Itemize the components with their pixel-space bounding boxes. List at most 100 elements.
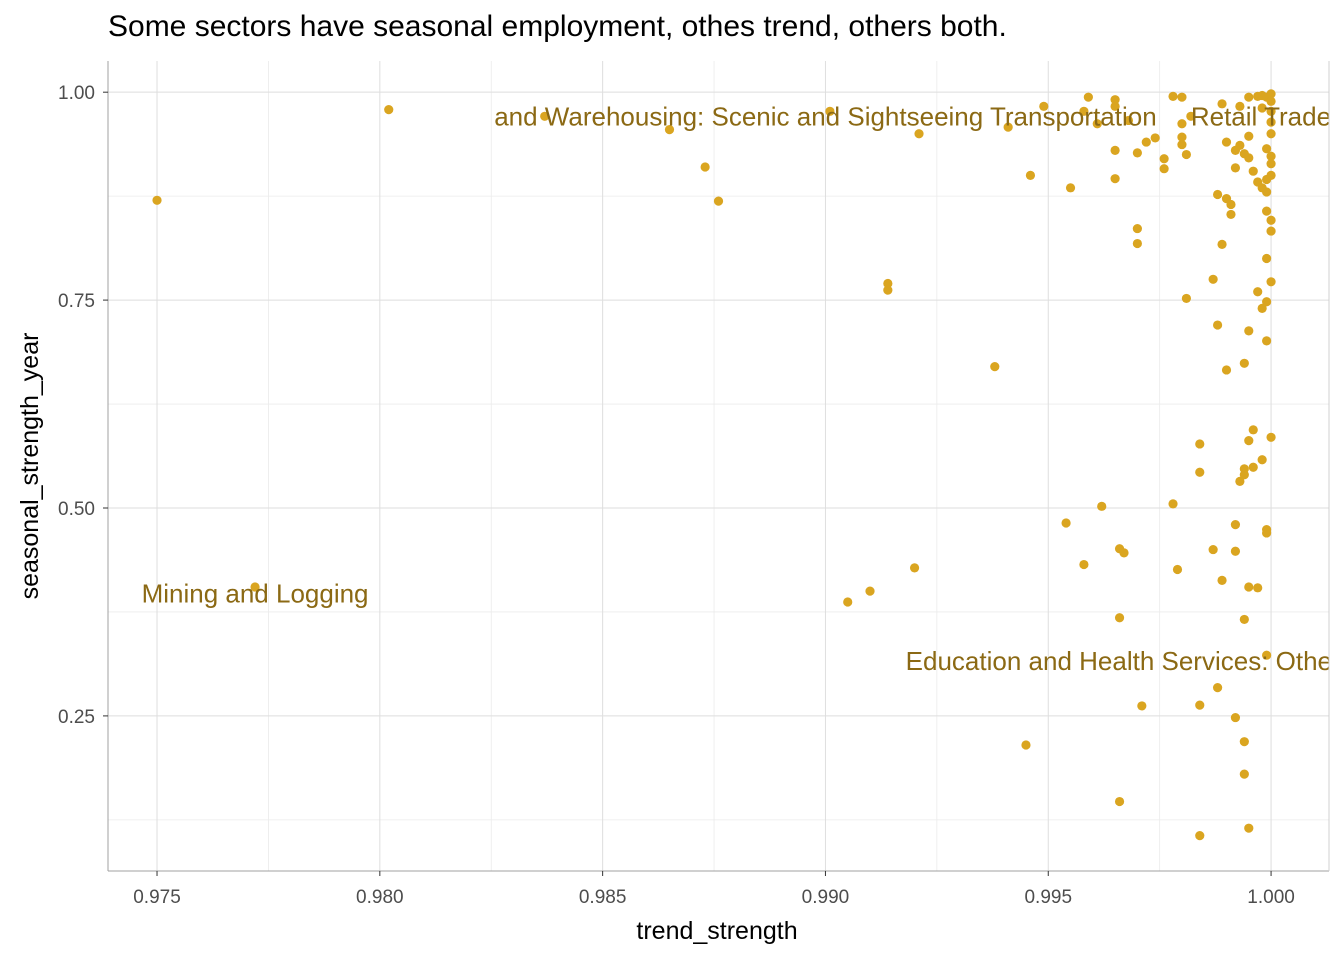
data-point xyxy=(1266,226,1276,236)
data-point xyxy=(1110,174,1120,184)
data-point xyxy=(1262,650,1272,660)
data-point xyxy=(1226,199,1236,210)
data-point xyxy=(1212,320,1223,330)
data-point xyxy=(1262,336,1272,346)
data-point xyxy=(1266,432,1276,442)
data-point xyxy=(909,563,920,573)
data-point xyxy=(1092,119,1102,129)
y-axis-ticks: 0.25 0.50 0.75 1.00 xyxy=(58,83,108,728)
data-point xyxy=(1239,614,1249,625)
data-point xyxy=(1025,170,1036,180)
data-point xyxy=(1186,111,1196,121)
data-point xyxy=(1235,476,1245,486)
y-tick-label: 0.25 xyxy=(58,707,95,728)
data-point xyxy=(1248,166,1258,176)
data-point xyxy=(1217,239,1227,249)
data-point xyxy=(152,195,162,205)
data-point xyxy=(540,111,550,121)
data-point xyxy=(1248,425,1258,435)
x-tick-label: 0.990 xyxy=(802,887,850,908)
data-point xyxy=(1195,831,1205,841)
data-point xyxy=(1217,99,1227,109)
data-point xyxy=(1253,287,1263,297)
data-point xyxy=(664,125,675,135)
data-points xyxy=(152,89,1276,841)
data-point xyxy=(1239,358,1249,368)
x-tick-label: 0.985 xyxy=(579,887,627,908)
minor-gridlines xyxy=(108,61,1329,871)
data-point xyxy=(1195,439,1205,449)
data-point xyxy=(1150,133,1160,143)
data-point xyxy=(1244,823,1254,833)
y-tick-label: 0.75 xyxy=(58,291,95,312)
data-point xyxy=(1168,91,1178,101)
data-point xyxy=(1235,101,1245,111)
x-tick-label: 1.000 xyxy=(1247,887,1295,908)
data-point xyxy=(843,597,853,607)
data-point xyxy=(1262,206,1272,216)
data-point xyxy=(1266,277,1276,287)
data-point xyxy=(1114,613,1125,623)
chart-title: Some sectors have seasonal employment, o… xyxy=(108,10,1007,43)
data-point xyxy=(1168,499,1178,509)
data-point xyxy=(1195,467,1205,477)
data-point xyxy=(1257,103,1267,113)
y-axis-title: seasonal_strength_year xyxy=(16,333,44,600)
data-point xyxy=(1177,132,1187,142)
data-point xyxy=(1266,89,1276,99)
data-point xyxy=(1159,164,1169,174)
data-point xyxy=(1257,303,1267,314)
data-point xyxy=(1239,769,1249,779)
data-point xyxy=(1262,253,1272,264)
data-point xyxy=(1083,92,1093,102)
data-point xyxy=(1266,117,1276,127)
data-point xyxy=(1132,148,1142,158)
data-point xyxy=(1065,183,1076,193)
data-point xyxy=(1244,436,1254,446)
data-point xyxy=(1110,101,1120,111)
axes xyxy=(107,61,1330,872)
data-point xyxy=(1110,95,1120,105)
point-label: Education and Health Services: Other xyxy=(906,646,1341,676)
data-point xyxy=(990,362,1000,372)
data-point xyxy=(1248,462,1258,472)
data-point xyxy=(1235,140,1245,151)
y-tick-label: 1.00 xyxy=(58,83,95,104)
data-point xyxy=(883,285,893,295)
data-point xyxy=(1244,92,1254,102)
data-point xyxy=(1266,96,1276,106)
data-point xyxy=(1221,137,1232,147)
data-point xyxy=(1244,326,1254,336)
point-labels: and Warehousing: Scenic and Sightseeing … xyxy=(142,101,1341,676)
data-point xyxy=(250,582,260,592)
data-point xyxy=(1172,564,1183,575)
data-point xyxy=(1262,528,1272,538)
data-point xyxy=(1266,129,1276,139)
x-tick-label: 0.980 xyxy=(356,887,404,908)
data-point xyxy=(1119,548,1129,558)
data-point xyxy=(1239,470,1249,480)
data-point xyxy=(1266,106,1276,116)
data-point xyxy=(1177,139,1187,150)
data-point xyxy=(1253,583,1263,593)
data-point xyxy=(1159,154,1169,164)
data-point xyxy=(1217,575,1227,585)
data-point xyxy=(1266,170,1276,180)
point-label: Mining and Logging xyxy=(142,579,369,609)
data-point xyxy=(1123,115,1134,126)
point-label: Retail Trade xyxy=(1191,101,1331,131)
data-point xyxy=(914,129,924,139)
x-tick-label: 0.995 xyxy=(1024,887,1072,908)
data-point xyxy=(1244,131,1254,141)
data-point xyxy=(1262,297,1272,307)
data-point xyxy=(865,586,875,596)
data-point xyxy=(1262,187,1272,197)
x-axis-title: trend_strength xyxy=(636,917,797,945)
data-point xyxy=(825,106,835,116)
data-point xyxy=(1212,189,1223,200)
data-point xyxy=(1132,223,1142,234)
data-point xyxy=(1177,92,1187,102)
data-point xyxy=(1177,119,1187,129)
data-point xyxy=(1208,544,1218,555)
data-point xyxy=(1262,144,1272,154)
